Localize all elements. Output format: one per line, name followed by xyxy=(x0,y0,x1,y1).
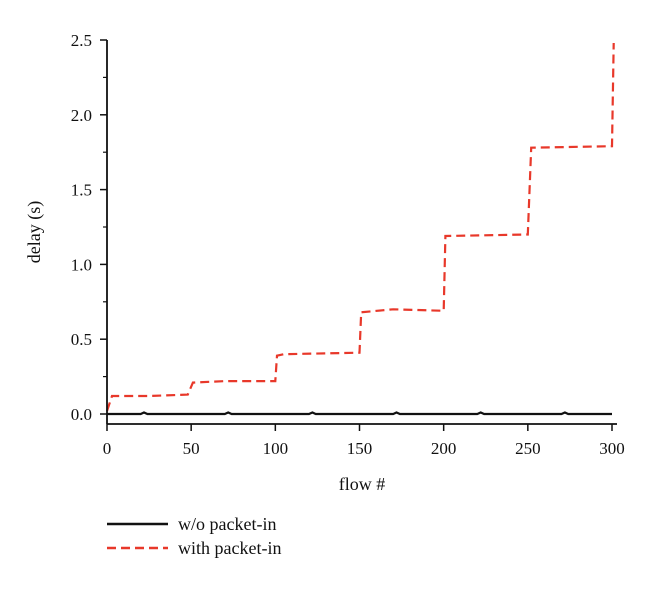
x-tick-label: 100 xyxy=(263,439,289,458)
axes xyxy=(106,40,617,425)
plot-area xyxy=(105,42,615,416)
y-tick-label: 2.5 xyxy=(71,31,92,50)
y-tick-label: 1.5 xyxy=(71,181,92,200)
series-line-without-packet-in xyxy=(107,411,612,416)
y-tick-label: 0.5 xyxy=(71,330,92,349)
legend: w/o packet-in with packet-in xyxy=(107,514,281,558)
x-axis-title: flow # xyxy=(339,474,386,494)
x-tick-label: 150 xyxy=(347,439,373,458)
legend-label: with packet-in xyxy=(178,538,281,558)
x-tick-label: 0 xyxy=(103,439,112,458)
x-tick-label: 250 xyxy=(515,439,541,458)
y-tick-label: 1.0 xyxy=(71,255,92,274)
series-line-with-packet-in xyxy=(105,42,615,412)
y-tick-label: 0.0 xyxy=(71,405,92,424)
x-tick-label: 300 xyxy=(599,439,625,458)
y-ticks: 0.0 0.5 1.0 1.5 2.0 2.5 xyxy=(71,31,107,424)
y-tick-label: 2.0 xyxy=(71,106,92,125)
x-tick-label: 50 xyxy=(183,439,200,458)
x-tick-label: 200 xyxy=(431,439,457,458)
y-axis-title: delay (s) xyxy=(24,201,45,263)
legend-label: w/o packet-in xyxy=(178,514,276,534)
x-ticks: 0 50 100 150 200 250 300 xyxy=(103,424,625,458)
